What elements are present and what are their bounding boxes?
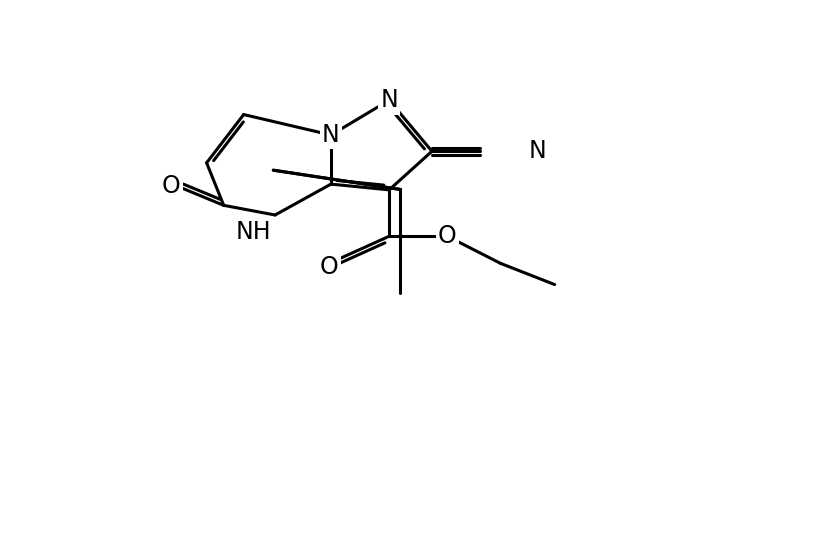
Text: N: N (322, 123, 340, 147)
Text: O: O (438, 224, 456, 248)
Text: NH: NH (236, 220, 271, 245)
Text: O: O (161, 174, 180, 198)
Text: N: N (529, 139, 546, 163)
Text: O: O (319, 255, 339, 279)
Text: N: N (381, 88, 398, 112)
